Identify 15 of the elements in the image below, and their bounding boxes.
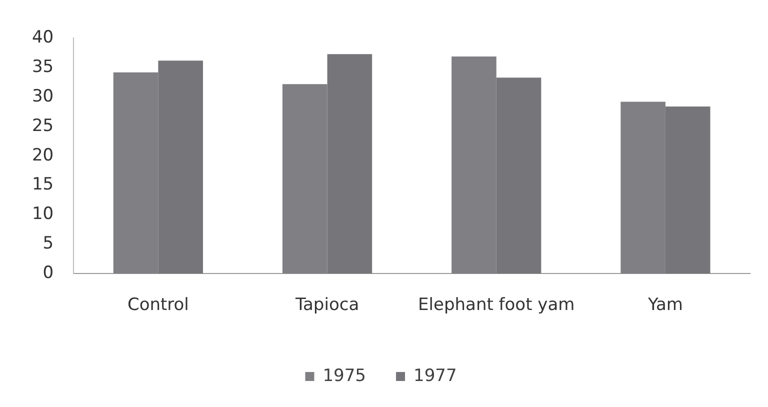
y-tick-label: 10 bbox=[32, 204, 54, 224]
x-tick-label: Yam bbox=[646, 295, 683, 316]
y-tick-label: 30 bbox=[32, 86, 54, 106]
x-tick-label: Tapioca bbox=[294, 295, 360, 316]
y-tick-label: 25 bbox=[32, 116, 54, 136]
y-tick-label: 15 bbox=[32, 174, 54, 195]
x-tick-label: Elephant foot yam bbox=[418, 295, 575, 316]
y-tick-label: 35 bbox=[32, 57, 54, 78]
y-tick-label: 0 bbox=[42, 263, 54, 284]
y-tick-label: 20 bbox=[32, 145, 54, 166]
y-tick-label: 40 bbox=[32, 28, 54, 48]
legend-label: 1975 bbox=[322, 366, 366, 386]
y-tick-label: 5 bbox=[42, 234, 54, 254]
legend-label: 1977 bbox=[414, 366, 457, 386]
x-tick-label: Control bbox=[127, 295, 189, 316]
